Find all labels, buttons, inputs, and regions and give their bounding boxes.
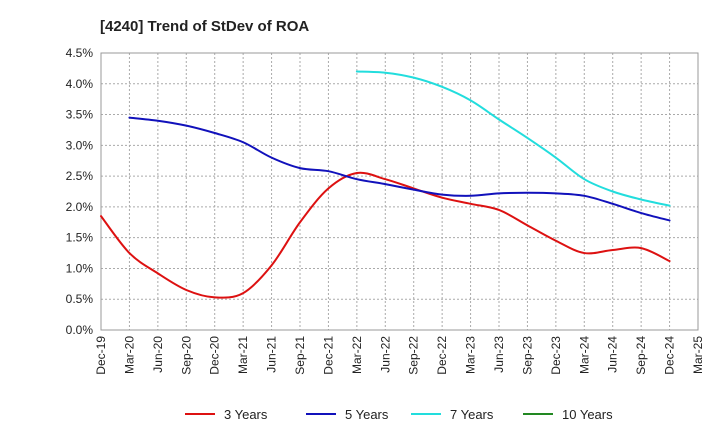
x-tick-label: Dec-21: [321, 336, 335, 375]
y-tick-label: 3.0%: [66, 138, 94, 152]
y-tick-label: 0.5%: [66, 292, 94, 306]
series-line-7-years: [355, 70, 671, 207]
x-tick-label: Dec-19: [94, 336, 108, 375]
legend-label: 10 Years: [562, 407, 613, 422]
y-tick-label: 2.0%: [66, 200, 94, 214]
y-axis-ticks: 0.0% 0.5% 1.0% 1.5% 2.0% 2.5% 3.0% 3.5% 4.0% 4.5%: [66, 46, 94, 337]
legend-label: 3 Years: [224, 407, 268, 422]
legend-item-3-years: 3 Years: [185, 407, 268, 422]
x-tick-label: Jun-22: [378, 336, 392, 373]
x-tick-label: Dec-23: [549, 336, 563, 375]
plot-frame: [100, 52, 699, 331]
legend-label: 5 Years: [345, 407, 389, 422]
x-tick-label: Dec-20: [208, 336, 222, 375]
y-tick-label: 4.5%: [66, 46, 94, 60]
x-tick-label: Dec-22: [435, 336, 449, 375]
legend: 3 Years 5 Years 7 Years 10 Years: [185, 407, 613, 422]
x-tick-label: Mar-22: [350, 336, 364, 374]
x-tick-label: Dec-24: [663, 336, 677, 375]
legend-item-7-years: 7 Years: [411, 407, 494, 422]
x-tick-label: Sep-23: [520, 336, 534, 375]
y-tick-label: 1.0%: [66, 261, 94, 275]
x-tick-label: Mar-24: [577, 336, 591, 374]
legend-item-5-years: 5 Years: [306, 407, 389, 422]
y-tick-label: 4.0%: [66, 77, 94, 91]
series-line-3-years: [100, 171, 671, 299]
grid: [101, 53, 698, 330]
legend-item-10-years: 10 Years: [523, 407, 613, 422]
x-tick-label: Mar-21: [236, 336, 250, 374]
x-tick-label: Jun-20: [151, 336, 165, 373]
x-axis-ticks: Dec-19 Mar-20 Jun-20 Sep-20 Dec-20 Mar-21 Jun-…: [94, 336, 705, 375]
x-tick-label: Sep-20: [179, 336, 193, 375]
legend-label: 7 Years: [450, 407, 494, 422]
x-tick-label: Mar-25: [691, 336, 705, 374]
y-tick-label: 3.5%: [66, 108, 94, 122]
y-tick-label: 2.5%: [66, 169, 94, 183]
y-tick-label: 0.0%: [66, 323, 94, 337]
x-tick-label: Jun-21: [265, 336, 279, 373]
series-line-5-years: [128, 116, 671, 222]
x-tick-label: Sep-22: [407, 336, 421, 375]
y-tick-label: 1.5%: [66, 231, 94, 245]
x-tick-label: Sep-21: [293, 336, 307, 375]
x-tick-label: Sep-24: [634, 336, 648, 375]
x-tick-label: Jun-24: [606, 336, 620, 373]
series-lines: [100, 70, 671, 299]
x-tick-label: Jun-23: [492, 336, 506, 373]
x-tick-label: Mar-23: [464, 336, 478, 374]
chart-title: [4240] Trend of StDev of ROA: [100, 18, 309, 35]
x-tick-label: Mar-20: [122, 336, 136, 374]
